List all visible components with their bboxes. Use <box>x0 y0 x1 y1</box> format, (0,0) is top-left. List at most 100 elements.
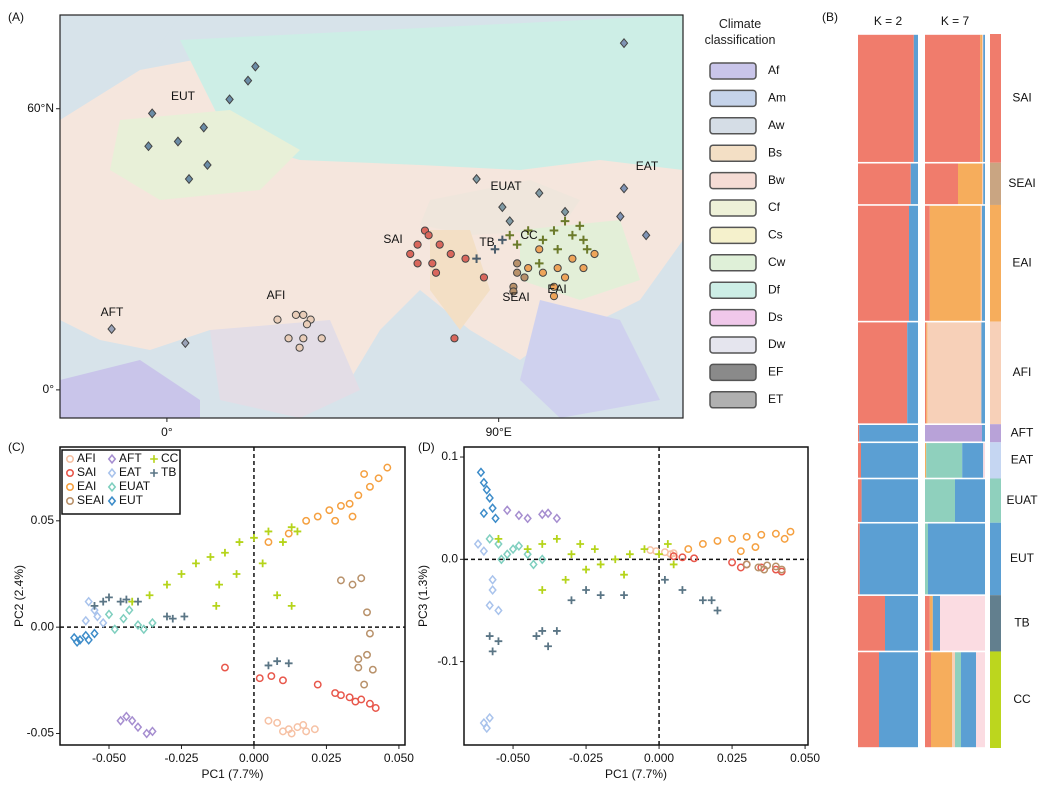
point <box>743 534 749 540</box>
point <box>530 561 536 569</box>
legend-swatch <box>710 90 756 106</box>
point <box>129 717 135 725</box>
point <box>486 714 492 722</box>
site-marker <box>303 321 310 328</box>
point <box>375 475 381 481</box>
y-tick-label: 0.1 <box>441 449 458 463</box>
point <box>146 591 154 599</box>
point <box>123 713 129 721</box>
ancestry-segment <box>858 479 862 522</box>
point <box>268 673 274 679</box>
site-marker <box>521 274 528 281</box>
point <box>562 576 570 584</box>
ancestry-segment <box>981 206 982 321</box>
legend-swatch <box>710 282 756 298</box>
point <box>729 536 735 542</box>
point <box>481 479 487 487</box>
point <box>265 662 273 670</box>
point <box>83 617 89 625</box>
group-label: EUT <box>1010 551 1035 565</box>
group-strip <box>990 34 1001 163</box>
legend-label: Am <box>768 91 786 105</box>
legend-swatch <box>710 392 756 408</box>
point <box>524 515 530 523</box>
group-label: CC <box>1013 692 1031 706</box>
plot-frame <box>464 447 808 745</box>
site-marker <box>414 260 421 267</box>
point <box>554 515 560 523</box>
point <box>315 681 321 687</box>
point <box>367 701 373 707</box>
group-strip <box>990 424 1001 442</box>
ancestry-segment <box>909 206 918 321</box>
point <box>620 591 628 599</box>
x-tick-label: -0.025 <box>164 751 198 765</box>
point <box>100 619 106 627</box>
legend-label: TB <box>161 465 176 479</box>
point <box>352 698 358 704</box>
ancestry-segment <box>925 35 980 162</box>
legend-label: Bw <box>768 173 785 187</box>
legend-label: Af <box>768 63 780 77</box>
point <box>215 581 223 589</box>
legend-swatch <box>710 173 756 189</box>
point <box>729 559 735 565</box>
point <box>361 681 367 687</box>
legend-swatch <box>710 227 756 243</box>
point <box>332 518 338 524</box>
point <box>349 581 355 587</box>
point <box>361 471 367 477</box>
ancestry-segment <box>862 479 918 522</box>
point <box>280 677 286 683</box>
point <box>597 591 605 599</box>
point <box>86 636 92 644</box>
ancestry-segment <box>858 35 914 162</box>
point <box>489 586 495 594</box>
point <box>106 611 112 619</box>
site-marker <box>432 269 439 276</box>
ancestry-segment <box>858 443 861 478</box>
legend-swatch <box>710 145 756 161</box>
ancestry-segment <box>930 206 981 321</box>
point <box>273 591 281 599</box>
legend-label: AFT <box>119 451 142 465</box>
group-strip <box>990 478 1001 522</box>
group-label: AFI <box>1013 365 1032 379</box>
ancestry-segment <box>858 524 860 595</box>
ancestry-segment <box>982 425 985 442</box>
point <box>338 577 344 583</box>
x-tick-label: -0.025 <box>569 751 603 765</box>
point <box>192 560 200 568</box>
group-strip <box>990 442 1001 478</box>
point <box>355 492 361 498</box>
point <box>300 722 306 728</box>
point <box>364 652 370 658</box>
point <box>743 561 749 567</box>
point <box>355 656 361 662</box>
legend-label: Ds <box>768 310 783 324</box>
ancestry-segment <box>980 35 982 162</box>
ancestry-segment <box>925 652 931 747</box>
ancestry-segment <box>859 425 918 442</box>
site-marker <box>300 311 307 318</box>
group-label: SEAI <box>1008 176 1035 190</box>
point <box>126 606 132 614</box>
legend-swatch <box>710 63 756 79</box>
point <box>489 648 497 656</box>
point <box>346 501 352 507</box>
point <box>539 510 545 518</box>
figure: (A) (B) (C) (D) 0°90°E0°60°NEUTAFTAFISAI… <box>0 0 1041 787</box>
ancestry-segment <box>981 322 985 423</box>
point <box>221 549 229 557</box>
site-marker <box>318 335 325 342</box>
group-label: EUT <box>171 89 196 103</box>
legend-label: Bs <box>768 145 782 159</box>
point <box>486 494 492 502</box>
site-marker <box>447 250 454 257</box>
ancestry-segment <box>925 479 955 522</box>
legend-label: EAI <box>77 479 96 493</box>
point <box>738 548 744 554</box>
point <box>481 509 487 517</box>
point <box>568 596 576 604</box>
point <box>495 535 503 543</box>
